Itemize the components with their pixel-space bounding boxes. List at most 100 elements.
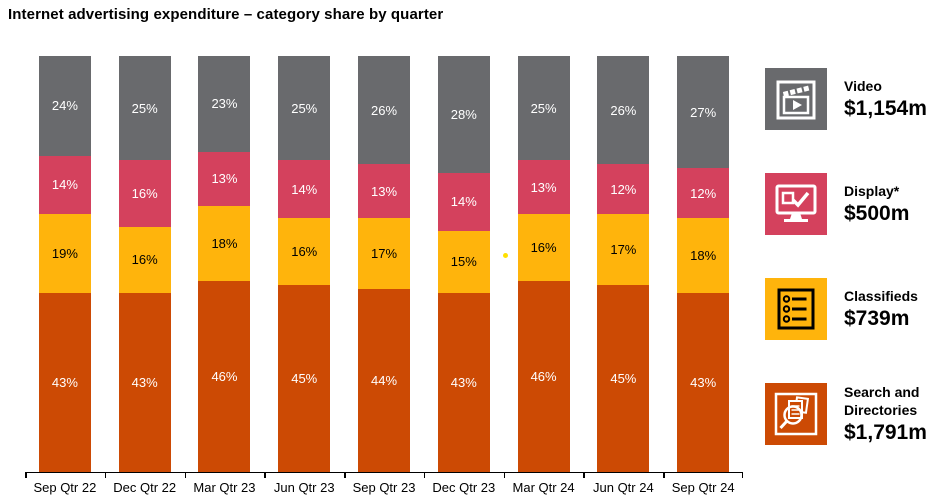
bar-segment-classifieds: 18% (198, 205, 251, 281)
bar-segment-display: 13% (517, 160, 570, 215)
bar-segment-search-and-directories: 44% (358, 288, 411, 472)
bar-column: 43% 16% 16% 25% (105, 56, 185, 472)
legend-item-display: Display* $500m (765, 173, 949, 235)
segment-value-label: 17% (610, 241, 637, 257)
bar-segment-video: 26% (358, 56, 411, 165)
stacked-bar: 46% 18% 13% 23% (198, 56, 251, 472)
bar-segment-video: 28% (437, 56, 490, 173)
x-tick-label: Sep Qtr 22 (33, 480, 97, 495)
segment-value-label: 18% (211, 235, 238, 251)
axis-tick (423, 473, 426, 478)
legend-item-search-and-directories: Search and Directories $1,791m (765, 383, 949, 445)
segment-value-label: 14% (450, 194, 477, 210)
legend-item-classifieds: Classifieds $739m (765, 278, 949, 340)
axis-tick (503, 473, 506, 478)
segment-value-label: 24% (51, 98, 78, 114)
segment-value-label: 46% (530, 368, 557, 384)
bar-column: 46% 16% 13% 25% (504, 56, 584, 472)
bar-segment-classifieds: 16% (278, 218, 331, 285)
bar-segment-search-and-directories: 43% (677, 293, 730, 472)
stacked-bar: 43% 15% 14% 28% (437, 56, 490, 472)
chart-title: Internet advertising expenditure – categ… (8, 6, 444, 23)
stacked-bar: 43% 18% 12% 27% (677, 56, 730, 472)
segment-value-label: 13% (211, 171, 238, 187)
segment-value-label: 44% (371, 372, 398, 388)
segment-value-label: 19% (51, 246, 78, 262)
x-tick-label: Mar Qtr 24 (512, 480, 575, 495)
legend-text: Search and Directories $1,791m (844, 383, 949, 445)
axis-tick (104, 473, 107, 478)
segment-value-label: 13% (371, 183, 398, 199)
bar-segment-classifieds: 17% (358, 218, 411, 289)
x-axis-labels: Sep Qtr 22 Dec Qtr 22 Mar Qtr 23 Jun Qtr 23… (25, 480, 743, 495)
bar-segment-display: 12% (597, 164, 650, 215)
x-tick-label: Sep Qtr 23 (352, 480, 416, 495)
segment-value-label: 25% (530, 100, 557, 116)
bar-segment-classifieds: 17% (597, 214, 650, 285)
bar-segment-classifieds: 18% (677, 218, 730, 294)
segment-value-label: 23% (211, 96, 238, 112)
axis-tick (583, 473, 585, 478)
bar-column: 43% 15% 14% 28% (424, 56, 504, 472)
chart-area: 43% 19% 14% 24% 43% 16% 16% 25% 46% 18% 13% 23% 45% 1… (25, 56, 743, 495)
segment-value-label: 13% (530, 179, 557, 195)
bar-segment-display: 14% (437, 172, 490, 231)
segment-value-label: 16% (530, 239, 557, 255)
bar-segment-display: 16% (118, 160, 171, 227)
legend-label: Search and Directories (844, 384, 920, 419)
search-documents-icon (765, 383, 827, 445)
bar-column: 44% 17% 13% 26% (344, 56, 424, 472)
segment-value-label: 43% (450, 375, 477, 391)
legend-value: $1,154m (844, 96, 927, 120)
video-clapperboard-icon (765, 68, 827, 130)
bar-segment-video: 25% (278, 56, 331, 161)
segment-value-label: 45% (291, 370, 318, 386)
x-tick-label: Dec Qtr 22 (113, 480, 177, 495)
x-tick-label: Dec Qtr 23 (432, 480, 496, 495)
segment-value-label: 25% (131, 100, 158, 116)
legend-text: Display* $500m (844, 182, 949, 225)
axis-tick (184, 473, 187, 478)
legend-value: $500m (844, 201, 910, 225)
axis-tick (344, 473, 346, 478)
segment-value-label: 27% (690, 104, 717, 120)
legend-label: Video (844, 78, 882, 95)
segment-value-label: 12% (690, 185, 717, 201)
segment-value-label: 14% (291, 181, 318, 197)
bar-segment-search-and-directories: 46% (198, 280, 251, 472)
stacked-bar: 43% 16% 16% 25% (118, 56, 171, 472)
legend-label: Display* (844, 183, 900, 200)
axis-tick (25, 473, 27, 478)
axis-tick (663, 473, 665, 478)
stacked-bar: 44% 17% 13% 26% (358, 56, 411, 472)
bar-segment-display: 13% (358, 164, 411, 219)
segment-value-label: 43% (131, 375, 158, 391)
segment-value-label: 45% (610, 370, 637, 386)
bar-segment-video: 26% (597, 56, 650, 165)
stacked-bar: 43% 19% 14% 24% (38, 56, 91, 472)
legend-label: Classifieds (844, 288, 918, 305)
segment-value-label: 46% (211, 368, 238, 384)
bar-column: 43% 19% 14% 24% (25, 56, 105, 472)
x-tick-label: Jun Qtr 24 (593, 480, 654, 495)
segment-value-label: 12% (610, 181, 637, 197)
legend-item-video: Video $1,154m (765, 68, 949, 130)
segment-value-label: 14% (51, 177, 78, 193)
stray-dot-artifact (503, 253, 508, 258)
bar-segment-search-and-directories: 43% (437, 293, 490, 472)
bar-segment-classifieds: 16% (118, 226, 171, 294)
legend-value: $1,791m (844, 420, 927, 444)
segment-value-label: 26% (371, 102, 398, 118)
bar-segment-search-and-directories: 43% (38, 293, 91, 472)
bar-column: 46% 18% 13% 23% (185, 56, 265, 472)
bar-segment-video: 25% (517, 56, 570, 161)
legend-text: Video $1,154m (844, 77, 949, 120)
stacked-bar: 45% 16% 14% 25% (278, 56, 331, 472)
bar-segment-video: 23% (198, 56, 251, 152)
bar-segment-classifieds: 15% (437, 230, 490, 294)
segment-value-label: 26% (610, 102, 637, 118)
segment-value-label: 28% (450, 106, 477, 122)
segment-value-label: 17% (371, 246, 398, 262)
bar-column: 45% 16% 14% 25% (264, 56, 344, 472)
